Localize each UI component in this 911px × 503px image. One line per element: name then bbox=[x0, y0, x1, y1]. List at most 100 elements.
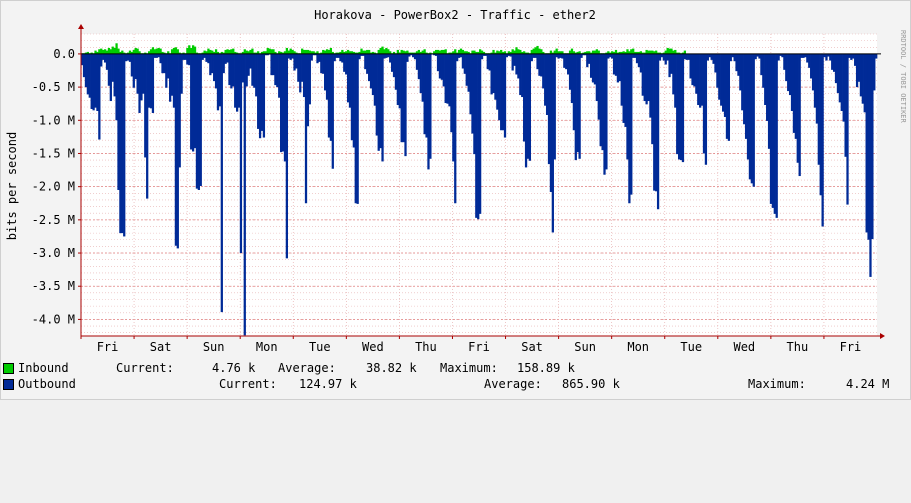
outbound-bar bbox=[92, 53, 95, 111]
outbound-bar bbox=[258, 53, 262, 139]
outbound-bar bbox=[766, 53, 769, 121]
inbound-label: Inbound bbox=[18, 361, 69, 375]
outbound-bar bbox=[622, 53, 625, 123]
outbound-bar bbox=[281, 53, 285, 152]
inbound-bar bbox=[605, 52, 608, 54]
outbound-bar bbox=[832, 53, 836, 72]
inbound-bar bbox=[425, 52, 428, 54]
outbound-bar bbox=[285, 53, 289, 259]
outbound-bar bbox=[662, 53, 665, 61]
outbound-bar bbox=[193, 53, 197, 149]
inbound-bar bbox=[400, 49, 403, 54]
outbound-bar bbox=[368, 53, 371, 82]
outbound-bar bbox=[626, 53, 629, 160]
inbound-bar bbox=[119, 51, 122, 54]
outbound-bar bbox=[800, 53, 803, 58]
outbound-bar bbox=[406, 53, 409, 62]
outbound-bar bbox=[232, 53, 235, 87]
inbound-bar bbox=[450, 52, 453, 54]
outbound-bar bbox=[676, 53, 679, 155]
inbound-bar bbox=[345, 51, 348, 54]
outbound-bar bbox=[639, 53, 642, 73]
outbound-bar bbox=[456, 53, 459, 62]
outbound-bar bbox=[777, 53, 780, 61]
outbound-bar bbox=[280, 53, 283, 153]
outbound-bar bbox=[565, 53, 568, 70]
inbound-bar bbox=[656, 52, 660, 54]
inbound-bar bbox=[421, 50, 424, 54]
legend-inbound: Inbound Current: 4.76 k Average: 38.82 k… bbox=[3, 361, 575, 375]
outbound-bar bbox=[664, 53, 667, 65]
outbound-bar bbox=[113, 53, 116, 97]
inbound-bar bbox=[182, 52, 185, 54]
inbound-bar bbox=[243, 49, 246, 54]
outbound-bar bbox=[792, 53, 796, 133]
outbound-bar bbox=[806, 53, 809, 63]
outbound-bar bbox=[668, 53, 671, 78]
inbound-bar bbox=[461, 49, 465, 54]
inbound-bar bbox=[479, 49, 482, 54]
outbound-bar bbox=[103, 53, 107, 63]
inbound-bar bbox=[582, 52, 585, 54]
inbound-bar bbox=[90, 52, 93, 54]
inbound-bar bbox=[107, 47, 111, 54]
x-tick-label: Tue bbox=[309, 340, 331, 354]
inbound-bar bbox=[211, 50, 214, 54]
outbound-bar bbox=[834, 53, 838, 84]
inbound-bar bbox=[138, 51, 141, 54]
outbound-bar bbox=[480, 53, 484, 60]
inbound-bar bbox=[517, 49, 520, 54]
series-outbound bbox=[81, 53, 878, 336]
outbound-bar bbox=[815, 53, 819, 124]
outbound-bar bbox=[503, 53, 507, 138]
outbound-bar bbox=[249, 53, 252, 69]
inbound-bar bbox=[308, 50, 311, 54]
inbound-bar bbox=[670, 48, 673, 54]
x-tick-label: Fri bbox=[97, 340, 119, 354]
inbound-bar bbox=[241, 51, 244, 54]
inbound-bar bbox=[530, 49, 533, 54]
inbound-bar bbox=[645, 49, 648, 54]
inbound-bar bbox=[413, 52, 417, 54]
outbound-bar bbox=[620, 53, 623, 106]
inbound-bar bbox=[459, 48, 463, 54]
inbound-bar bbox=[161, 51, 164, 54]
inbound-bar bbox=[492, 49, 495, 54]
outbound-bar bbox=[628, 53, 631, 204]
inbound-bar bbox=[268, 48, 271, 54]
outbound-bar bbox=[371, 53, 375, 96]
outbound-bar bbox=[532, 53, 535, 58]
outbound-bar bbox=[459, 53, 463, 58]
inbound-bar bbox=[302, 49, 306, 54]
outbound-bar bbox=[169, 53, 172, 102]
outbound-bar bbox=[270, 53, 273, 76]
inbound-bar bbox=[167, 51, 170, 54]
outbound-bar bbox=[681, 53, 685, 163]
outbound-bar bbox=[700, 53, 704, 106]
outbound-bar bbox=[346, 53, 350, 103]
outbound-bar bbox=[375, 53, 378, 136]
outbound-bar bbox=[802, 53, 805, 58]
outbound-bar bbox=[128, 53, 132, 62]
outbound-bar bbox=[322, 53, 325, 74]
inbound-bar bbox=[266, 47, 269, 54]
outbound-bar bbox=[320, 53, 323, 74]
inbound-bar bbox=[457, 49, 461, 54]
outbound-bar bbox=[121, 53, 124, 234]
outbound-bar bbox=[337, 53, 340, 58]
outbound-bar bbox=[712, 53, 715, 64]
inbound-bar bbox=[324, 50, 327, 54]
outbound-bar bbox=[781, 53, 784, 58]
outbound-bar bbox=[741, 53, 744, 111]
outbound-bar bbox=[687, 53, 690, 60]
inbound-bar bbox=[214, 49, 218, 54]
inbound-bar bbox=[630, 49, 633, 54]
inbound-bar bbox=[350, 51, 354, 54]
outbound-bar bbox=[429, 53, 432, 159]
outbound-bar bbox=[505, 53, 509, 58]
outbound-bar bbox=[84, 53, 88, 88]
outbound-bar bbox=[310, 53, 313, 61]
outbound-bar bbox=[90, 53, 93, 110]
outbound-bar bbox=[172, 53, 176, 108]
outbound-bar bbox=[436, 53, 440, 72]
